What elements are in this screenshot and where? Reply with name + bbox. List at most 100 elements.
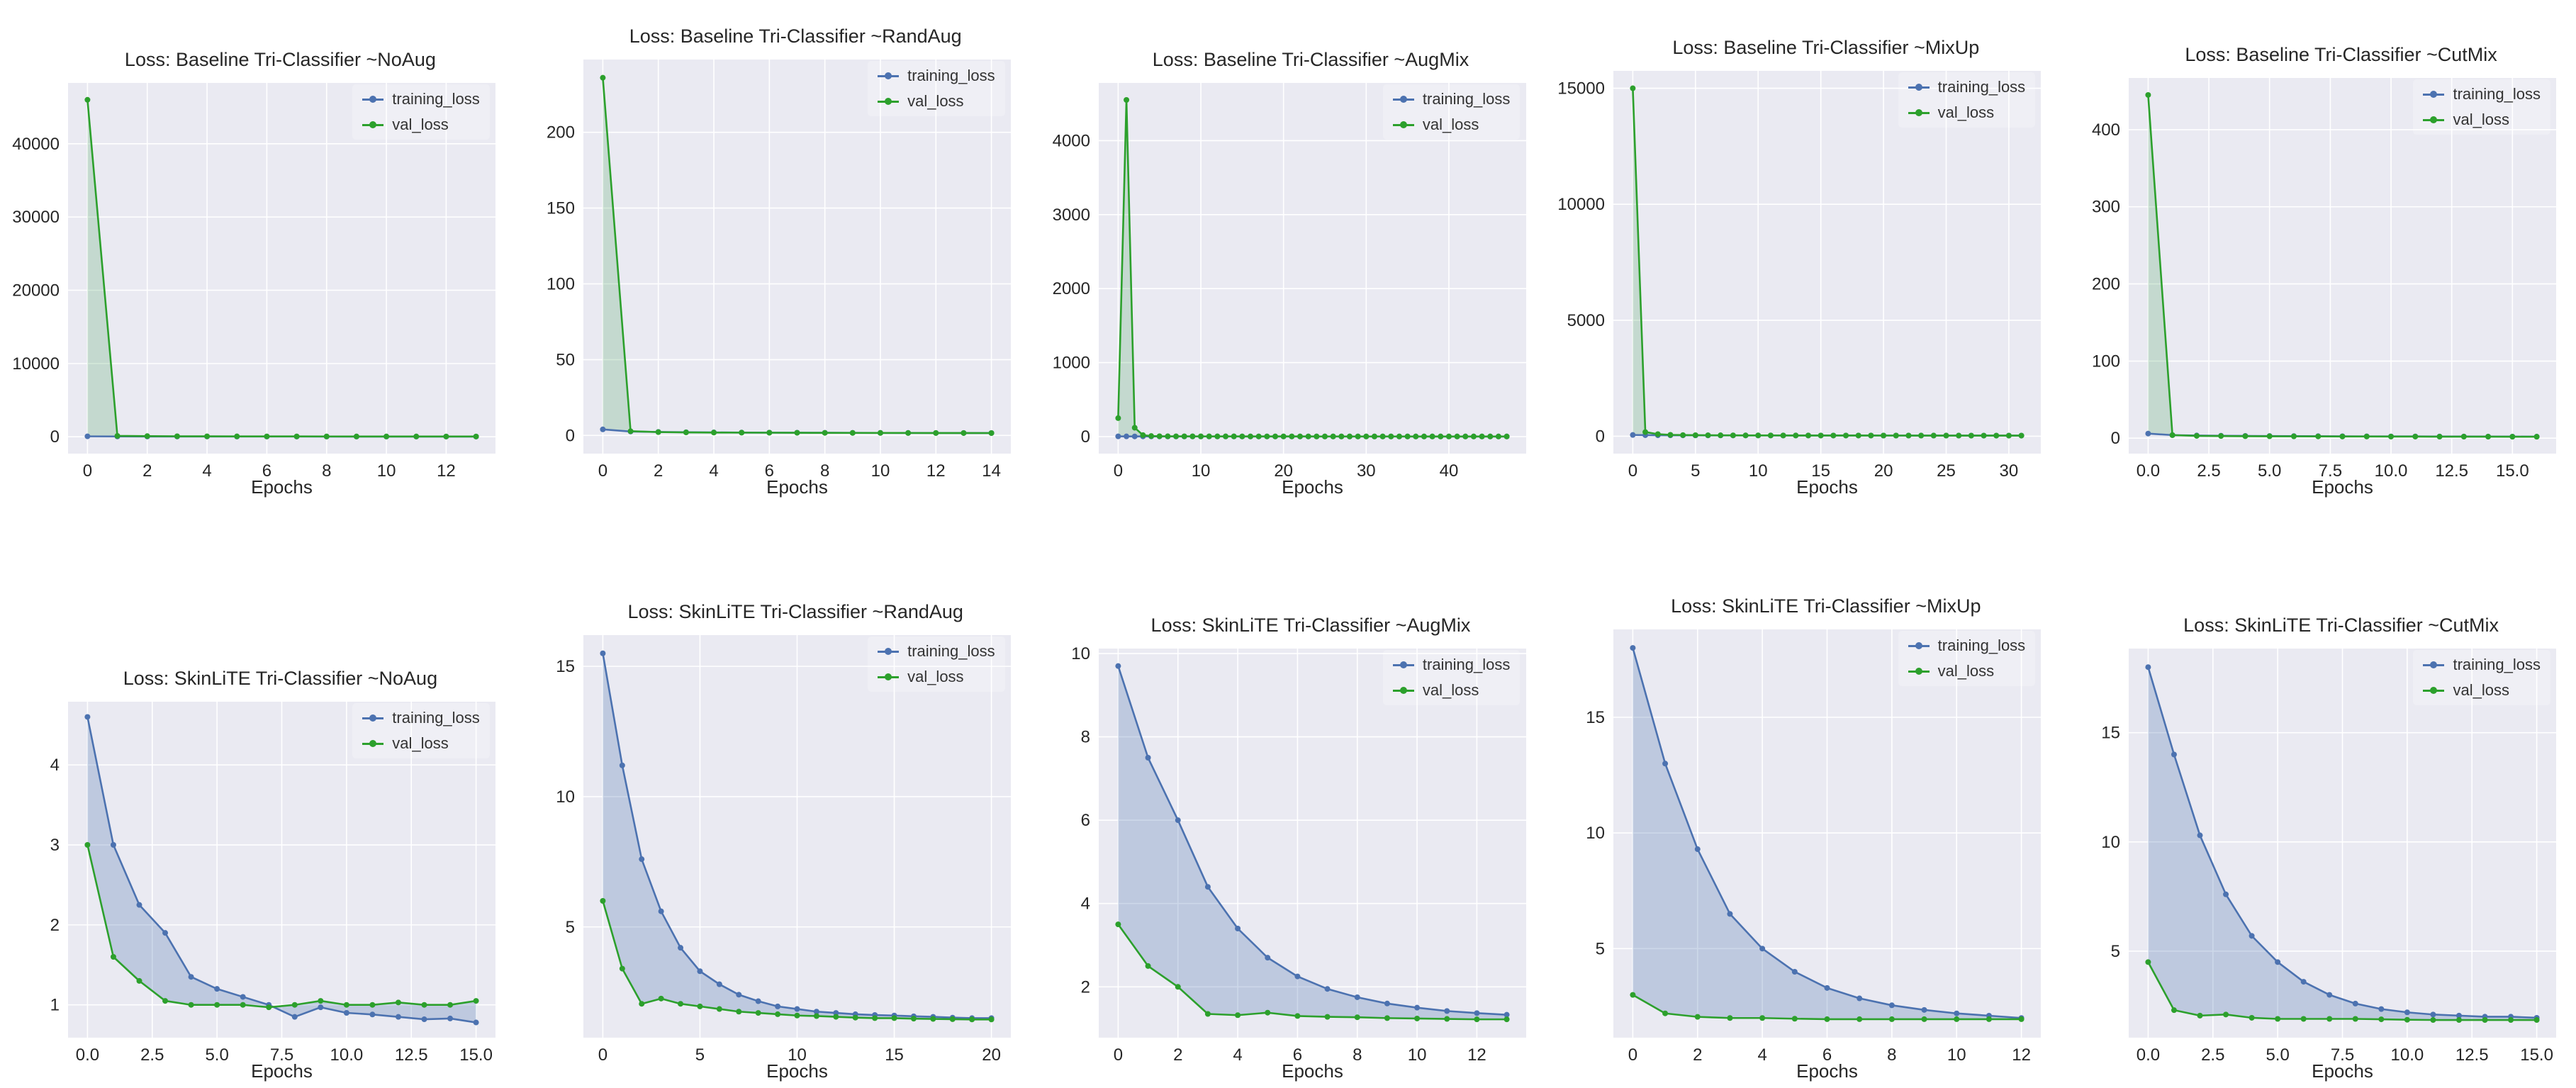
svg-text:10: 10 [870,461,890,481]
svg-text:20: 20 [1274,461,1293,481]
svg-text:400: 400 [2092,120,2120,140]
svg-text:Epochs: Epochs [1282,1060,1343,1082]
svg-text:4000: 4000 [1052,131,1090,150]
legend-label: val_loss [392,734,449,752]
legend-label: training_loss [907,642,995,660]
legend-item-training-loss: training_loss [1392,656,1511,674]
val-loss-line-icon [362,123,384,126]
legend-item-val-loss: val_loss [2423,111,2541,129]
svg-text:3: 3 [50,836,60,855]
svg-text:4: 4 [1080,894,1090,914]
svg-text:0: 0 [1628,461,1637,481]
training-loss-line-icon [362,717,384,719]
svg-text:Epochs: Epochs [1797,1060,1859,1082]
svg-text:50: 50 [556,350,575,369]
legend-item-val-loss: val_loss [878,668,995,686]
svg-text:0: 0 [2111,429,2120,448]
legend-item-val-loss: val_loss [1908,103,2026,122]
svg-text:4: 4 [709,461,718,481]
legend-item-training-loss: training_loss [1908,636,2026,655]
svg-text:20000: 20000 [12,281,60,301]
svg-text:5: 5 [1691,461,1701,481]
svg-text:10: 10 [377,461,396,481]
svg-text:5.0: 5.0 [2258,461,2281,481]
chart-title: Loss: SkinLiTE Tri-Classifier ~AugMix [1150,615,1471,636]
legend: training_loss val_loss [1382,650,1521,705]
chart-title: Loss: SkinLiTE Tri-Classifier ~CutMix [2183,615,2499,636]
chart-baseline-cutmix: Loss: Baseline Tri-Classifier ~CutMix 0 1… [2061,24,2576,503]
legend-item-training-loss: training_loss [1392,90,1511,108]
legend-label: val_loss [1937,662,1995,680]
chart-skinlite-augmix: Loss: SkinLiTE Tri-Classifier ~AugMix 2 4… [1031,594,1546,1087]
plot-area: 5 10 15 0.0 2.5 5.0 7.5 10.0 12.5 15.0 Epochs trai… [2069,641,2567,1087]
legend: training_loss val_loss [1898,631,2036,686]
svg-text:0: 0 [50,427,60,447]
plot-area: 0 5000 10000 15000 0 5 10 15 20 25 30 Epochs traini… [1554,64,2052,503]
chart-title: Loss: Baseline Tri-Classifier ~AugMix [1152,49,1469,70]
svg-text:15: 15 [885,1045,904,1065]
plot-canvas: 5 10 15 0.0 2.5 5.0 7.5 10.0 12.5 15.0 Epochs [2101,649,2557,1082]
legend: training_loss val_loss [352,703,490,758]
svg-text:7.5: 7.5 [270,1045,293,1065]
svg-text:5: 5 [565,918,574,937]
legend-label: training_loss [1422,656,1511,673]
svg-text:8: 8 [1888,1045,1897,1065]
plot-canvas: 0 1000 2000 3000 4000 0 10 20 30 40 Epochs [1052,83,1526,498]
svg-text:15: 15 [1586,708,1606,727]
plot-canvas: 5 10 15 0 5 10 15 20 Epochs [556,635,1011,1082]
svg-text:10.0: 10.0 [2375,461,2408,481]
svg-text:10: 10 [1191,461,1210,481]
val-loss-line-icon [1392,689,1414,692]
svg-text:10: 10 [1749,461,1768,481]
svg-text:25: 25 [1937,461,1956,481]
legend-item-val-loss: val_loss [1392,681,1511,700]
svg-text:2: 2 [654,461,663,481]
svg-text:100: 100 [547,274,575,293]
val-loss-line-icon [1908,670,1930,673]
val-loss-line-icon [2423,118,2445,121]
legend-label: val_loss [392,116,449,133]
legend-label: training_loss [1937,636,2026,654]
svg-text:8: 8 [322,461,331,481]
legend-label: val_loss [1937,103,1995,121]
svg-text:2.5: 2.5 [2197,461,2221,481]
svg-text:30: 30 [2000,461,2019,481]
legend-label: training_loss [1937,78,2026,96]
svg-text:0.0: 0.0 [2137,1045,2160,1065]
svg-text:2: 2 [1693,1045,1702,1065]
legend-label: training_loss [907,67,995,84]
svg-text:0.0: 0.0 [76,1045,99,1065]
svg-text:12.5: 12.5 [395,1045,428,1065]
svg-text:15.0: 15.0 [2496,461,2529,481]
svg-text:20: 20 [982,1045,1001,1065]
svg-text:0: 0 [1628,1045,1637,1065]
svg-text:0: 0 [565,426,574,445]
plot-canvas: 0 50 100 150 200 0 2 4 6 8 10 12 14 Epochs [547,60,1011,498]
svg-text:10.0: 10.0 [2391,1045,2424,1065]
svg-text:15: 15 [556,657,575,676]
svg-text:1: 1 [50,996,60,1015]
legend-item-training-loss: training_loss [362,709,480,727]
legend-label: training_loss [392,709,480,727]
svg-text:8: 8 [1353,1045,1362,1065]
chart-baseline-augmix: Loss: Baseline Tri-Classifier ~AugMix 0 1… [1031,24,1546,503]
svg-text:10: 10 [1071,644,1090,663]
legend-item-training-loss: training_loss [2423,85,2541,103]
legend-item-val-loss: val_loss [2423,681,2541,700]
svg-text:20: 20 [1874,461,1893,481]
svg-text:12.5: 12.5 [2455,1045,2489,1065]
legend-label: training_loss [1422,90,1511,108]
svg-text:6: 6 [1080,811,1090,830]
svg-text:Epochs: Epochs [251,1060,313,1082]
plot-area: 5 10 15 0 5 10 15 20 Epochs training_loss val_lo… [524,628,1022,1087]
legend-item-val-loss: val_loss [878,92,995,111]
training-loss-line-icon [1392,98,1414,101]
legend-item-val-loss: val_loss [362,116,480,134]
svg-text:7.5: 7.5 [2319,461,2342,481]
plot-area: 1 2 3 4 0.0 2.5 5.0 7.5 10.0 12.5 15.0 Epochs train… [9,695,507,1087]
svg-text:0: 0 [1596,427,1605,446]
svg-text:30: 30 [1357,461,1376,481]
plot-canvas: 5 10 15 0 2 4 6 8 10 12 Epochs [1586,629,2042,1082]
svg-text:2.5: 2.5 [140,1045,164,1065]
